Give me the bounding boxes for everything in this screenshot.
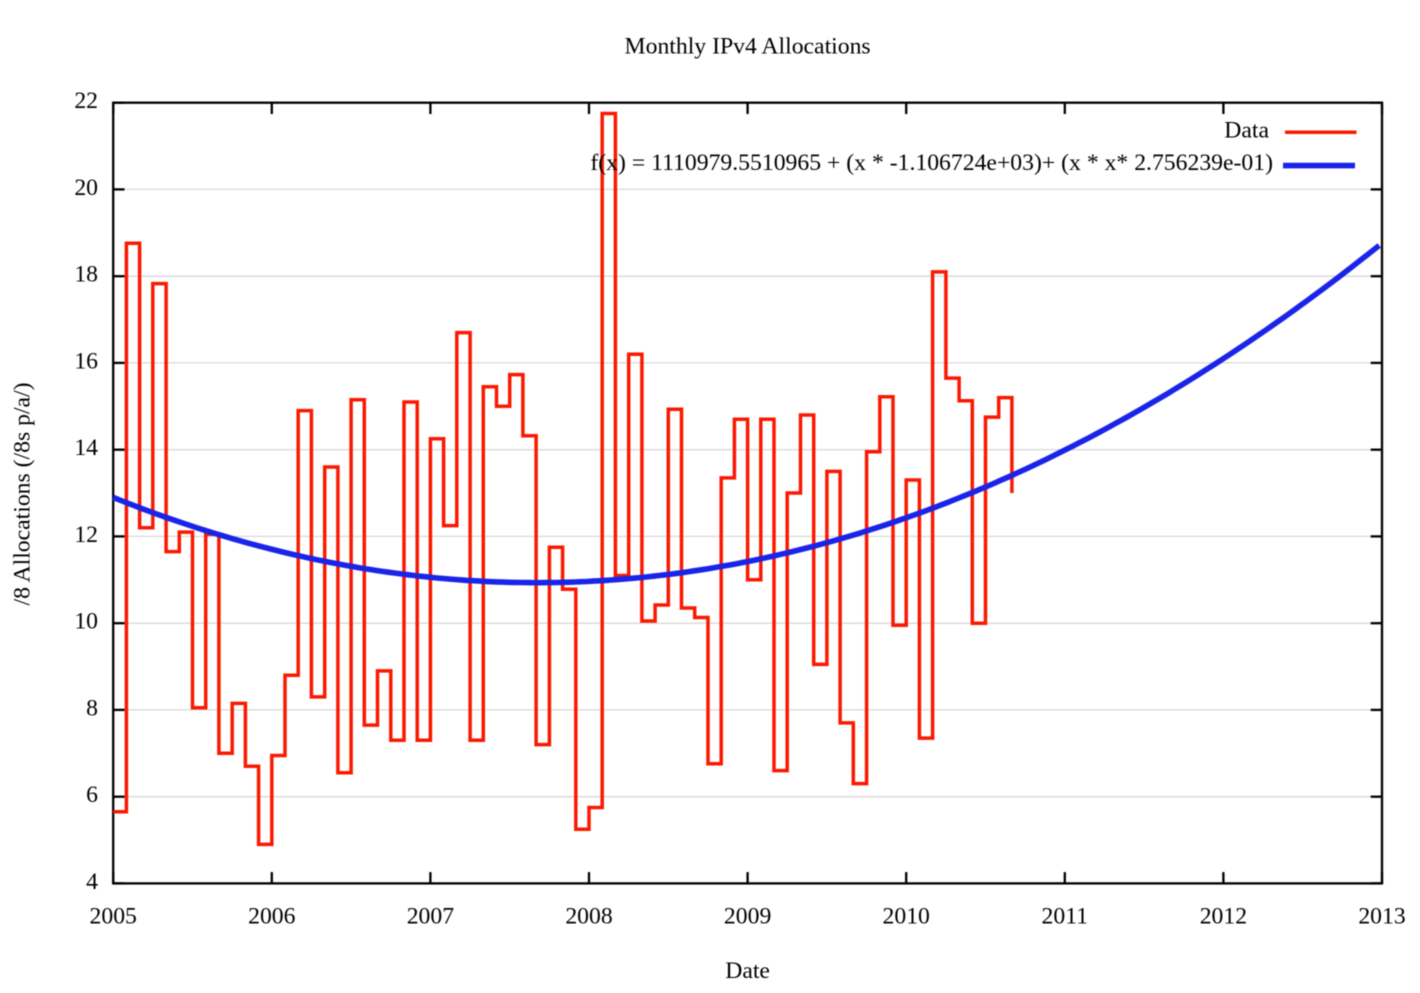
svg-text:2011: 2011 xyxy=(1042,904,1089,930)
svg-text:/8 Allocations (/8s p/a/): /8 Allocations (/8s p/a/) xyxy=(10,382,36,605)
svg-text:4: 4 xyxy=(86,869,98,895)
svg-text:Data: Data xyxy=(1224,118,1269,144)
svg-text:22: 22 xyxy=(74,88,98,114)
svg-text:2012: 2012 xyxy=(1200,904,1247,930)
svg-text:f(x) = 1110979.5510965 + (x *: f(x) = 1110979.5510965 + (x * -1.106724e… xyxy=(590,150,1273,176)
svg-text:6: 6 xyxy=(86,782,98,808)
svg-text:14: 14 xyxy=(74,435,98,461)
svg-text:Monthly IPv4 Allocations: Monthly IPv4 Allocations xyxy=(625,34,871,60)
svg-text:2005: 2005 xyxy=(90,904,137,930)
svg-text:2013: 2013 xyxy=(1358,904,1405,930)
svg-text:2008: 2008 xyxy=(565,904,612,930)
svg-text:2006: 2006 xyxy=(248,904,296,930)
svg-text:12: 12 xyxy=(74,522,98,548)
svg-text:8: 8 xyxy=(86,695,98,721)
svg-text:2007: 2007 xyxy=(407,904,455,930)
svg-text:Date: Date xyxy=(725,958,770,984)
svg-text:16: 16 xyxy=(74,348,98,374)
svg-text:10: 10 xyxy=(74,609,98,635)
svg-text:20: 20 xyxy=(74,175,98,201)
svg-text:2009: 2009 xyxy=(724,904,771,930)
svg-text:18: 18 xyxy=(74,262,98,288)
svg-text:2010: 2010 xyxy=(883,904,930,930)
